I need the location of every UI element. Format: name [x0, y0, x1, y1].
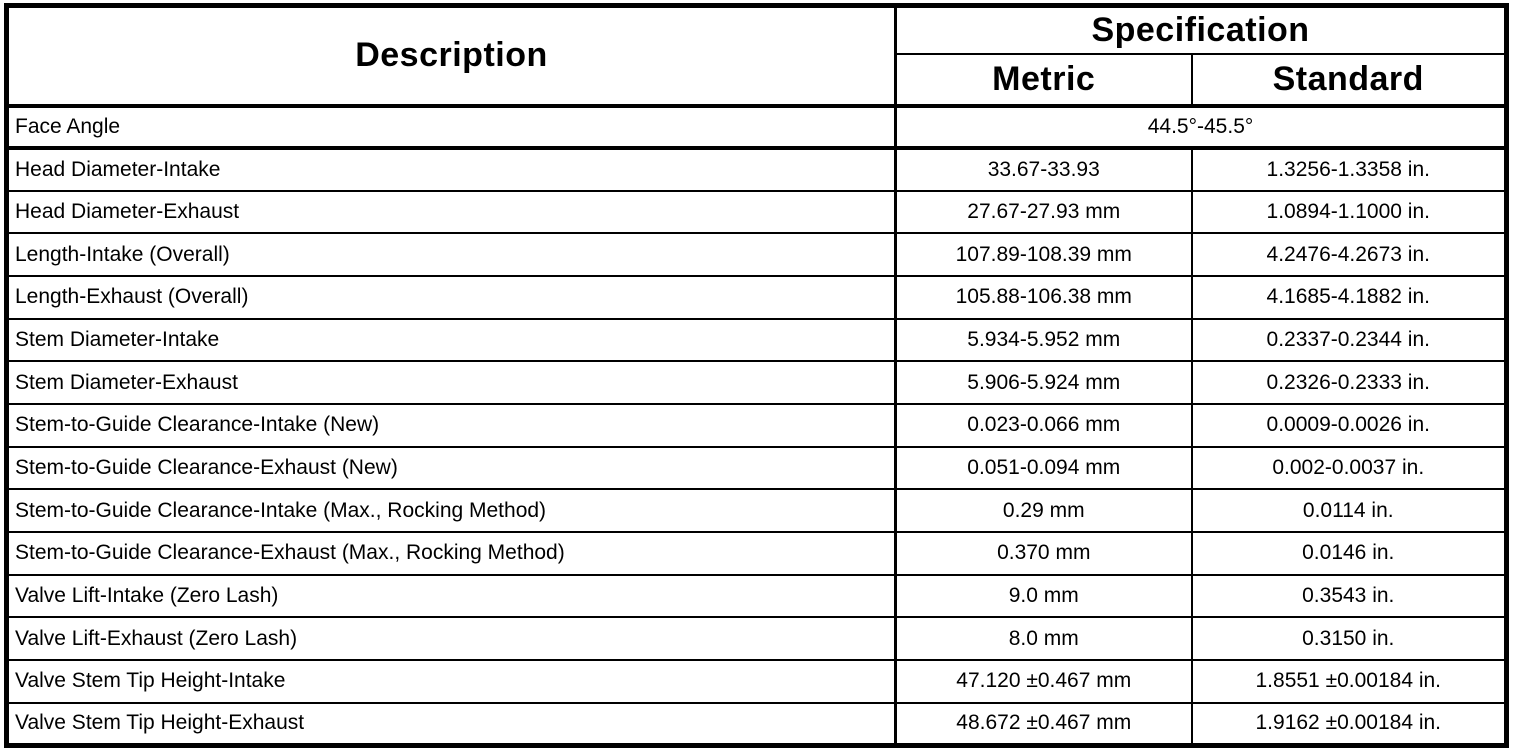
description-cell: Head Diameter-Exhaust: [5, 189, 897, 235]
table-row-head-diameter-exhaust: Head Diameter-Exhaust 27.67-27.93 mm 1.0…: [5, 189, 1508, 235]
standard-cell: 1.9162 ±0.00184 in.: [1190, 701, 1508, 747]
table-row-stem-guide-clearance-exhaust-new: Stem-to-Guide Clearance-Exhaust (New) 0.…: [5, 445, 1508, 491]
metric-cell: 8.0 mm: [894, 616, 1193, 662]
description-cell: Stem Diameter-Intake: [5, 317, 897, 363]
standard-cell: 0.0009-0.0026 in.: [1190, 403, 1508, 448]
description-cell: Length-Exhaust (Overall): [5, 275, 897, 320]
standard-cell: 0.3543 in.: [1190, 573, 1508, 619]
metric-cell: 105.88-106.38 mm: [894, 275, 1193, 320]
description-cell: Valve Lift-Exhaust (Zero Lash): [5, 616, 897, 662]
metric-cell: 47.120 ±0.467 mm: [894, 659, 1193, 704]
standard-cell: 0.2326-0.2333 in.: [1190, 360, 1508, 406]
column-header-specification: Specification: [894, 4, 1508, 55]
metric-cell: 48.672 ±0.467 mm: [894, 701, 1193, 747]
metric-cell: 27.67-27.93 mm: [894, 189, 1193, 235]
table-row-length-intake: Length-Intake (Overall) 107.89-108.39 mm…: [5, 232, 1508, 278]
standard-cell: 1.0894-1.1000 in.: [1190, 189, 1508, 235]
description-cell: Stem-to-Guide Clearance-Intake (New): [5, 403, 897, 448]
standard-cell: 0.2337-0.2344 in.: [1190, 317, 1508, 363]
column-header-description: Description: [5, 4, 897, 108]
table-row-stem-guide-clearance-intake-max: Stem-to-Guide Clearance-Intake (Max., Ro…: [5, 488, 1508, 534]
metric-cell: 9.0 mm: [894, 573, 1193, 619]
table-row-stem-diameter-intake: Stem Diameter-Intake 5.934-5.952 mm 0.23…: [5, 317, 1508, 363]
valve-specifications-table: Description Specification Metric Standar…: [4, 3, 1510, 748]
table-row-length-exhaust: Length-Exhaust (Overall) 105.88-106.38 m…: [5, 275, 1508, 320]
description-cell: Valve Stem Tip Height-Intake: [5, 659, 897, 704]
table-row-stem-guide-clearance-exhaust-max: Stem-to-Guide Clearance-Exhaust (Max., R…: [5, 531, 1508, 576]
metric-cell: 0.29 mm: [894, 488, 1193, 534]
description-cell: Stem Diameter-Exhaust: [5, 360, 897, 406]
metric-cell: 0.023-0.066 mm: [894, 403, 1193, 448]
table-row-valve-stem-tip-height-exhaust: Valve Stem Tip Height-Exhaust 48.672 ±0.…: [5, 701, 1508, 747]
column-header-metric: Metric: [894, 52, 1193, 108]
standard-cell: 0.0114 in.: [1190, 488, 1508, 534]
description-cell: Stem-to-Guide Clearance-Intake (Max., Ro…: [5, 488, 897, 534]
table-row-stem-diameter-exhaust: Stem Diameter-Exhaust 5.906-5.924 mm 0.2…: [5, 360, 1508, 406]
metric-cell: 107.89-108.39 mm: [894, 232, 1193, 278]
table-row-valve-lift-intake: Valve Lift-Intake (Zero Lash) 9.0 mm 0.3…: [5, 573, 1508, 619]
standard-cell: 0.002-0.0037 in.: [1190, 445, 1508, 491]
header-row-sub: Metric Standard: [7, 52, 1508, 108]
table-row-valve-stem-tip-height-intake: Valve Stem Tip Height-Intake 47.120 ±0.4…: [5, 659, 1508, 704]
metric-cell: 0.051-0.094 mm: [894, 445, 1193, 491]
description-cell: Length-Intake (Overall): [5, 232, 897, 278]
description-cell: Valve Stem Tip Height-Exhaust: [5, 701, 897, 747]
column-header-standard: Standard: [1190, 52, 1508, 108]
table-row-valve-lift-exhaust: Valve Lift-Exhaust (Zero Lash) 8.0 mm 0.…: [5, 616, 1508, 662]
table-row-stem-guide-clearance-intake-new: Stem-to-Guide Clearance-Intake (New) 0.0…: [5, 403, 1508, 448]
description-cell: Valve Lift-Intake (Zero Lash): [5, 573, 897, 619]
combined-spec-cell: 44.5°-45.5°: [894, 104, 1508, 151]
metric-cell: 5.934-5.952 mm: [894, 317, 1193, 363]
description-cell: Stem-to-Guide Clearance-Exhaust (Max., R…: [5, 531, 897, 576]
table-row-head-diameter-intake: Head Diameter-Intake 33.67-33.93 1.3256-…: [5, 147, 1508, 192]
description-cell: Head Diameter-Intake: [5, 147, 897, 192]
standard-cell: 4.2476-4.2673 in.: [1190, 232, 1508, 278]
header-row-top: Description Specification: [5, 4, 1508, 108]
metric-cell: 5.906-5.924 mm: [894, 360, 1193, 406]
standard-cell: 1.3256-1.3358 in.: [1190, 147, 1508, 192]
standard-cell: 1.8551 ±0.00184 in.: [1190, 659, 1508, 704]
metric-cell: 33.67-33.93: [894, 147, 1193, 192]
standard-cell: 4.1685-4.1882 in.: [1190, 275, 1508, 320]
metric-cell: 0.370 mm: [894, 531, 1193, 576]
standard-cell: 0.0146 in.: [1190, 531, 1508, 576]
description-cell: Face Angle: [5, 104, 897, 151]
standard-cell: 0.3150 in.: [1190, 616, 1508, 662]
description-cell: Stem-to-Guide Clearance-Exhaust (New): [5, 445, 897, 491]
table-row-face-angle: Face Angle 44.5°-45.5°: [5, 104, 1508, 151]
